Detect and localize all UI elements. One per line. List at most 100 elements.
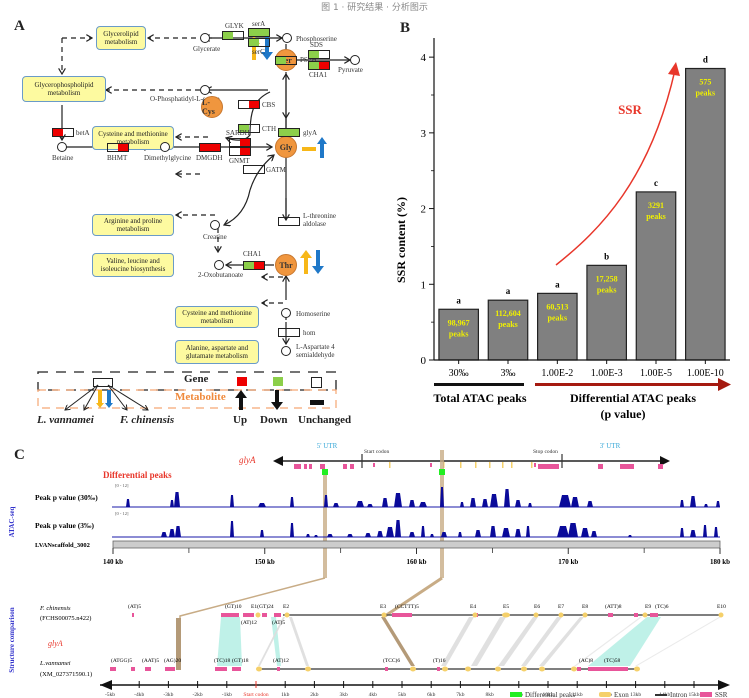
- lv-ssr: [215, 667, 227, 671]
- compound-node-aspartate-semialdehyde: [281, 346, 291, 356]
- legend-species-fc: F. chinensis: [120, 414, 175, 426]
- bar-peak-unit: peaks: [696, 89, 716, 98]
- fc-ssr: [274, 613, 281, 617]
- synteny-band: [588, 617, 661, 666]
- scaffold-axis-ticks: 140 kb 150 kb 160 kb 170 kb 180 kb: [103, 548, 730, 566]
- gene-cbs: [238, 100, 260, 109]
- significance-letter: a: [506, 286, 511, 296]
- bottom-tick-label: -4kb: [134, 692, 144, 698]
- y-tick-label: 2: [421, 204, 427, 216]
- bar-peak-unit: peaks: [646, 212, 666, 221]
- pathway-box-cysteine-methionine-2: Cysteine and methionine metabolism: [175, 306, 259, 328]
- bottom-tick-label: -2kb: [193, 692, 203, 698]
- x-tick-label: 30‰: [449, 368, 469, 379]
- total-group-label: Total ATAC peaks: [433, 391, 526, 405]
- lv-exon: [410, 666, 416, 672]
- gene-cha1-thr: [243, 261, 265, 270]
- lv-feature-label: (AG)20: [164, 657, 181, 664]
- x-tick-label: 1.00E-10: [687, 368, 724, 379]
- scaffold-tick-label: 140 kb: [103, 558, 123, 566]
- synteny-band: [539, 617, 584, 666]
- pathway-box-arginine-proline: Arginine and proline metabolism: [92, 214, 174, 236]
- gene-model: [273, 454, 670, 469]
- significance-letter: d: [703, 55, 708, 65]
- projection-2: [384, 576, 443, 618]
- fc-feature-label: E5: [503, 604, 509, 610]
- lv-exon: [634, 666, 640, 672]
- pathway-box-glycerophospholipid: Glycerophospholipid metabolism: [22, 76, 106, 102]
- ssr-bar-chart: SSR content (%) 0 1 2 3 4 a 98,967 peaks a 112,6…: [394, 38, 731, 421]
- lv-ssr: [588, 667, 628, 671]
- legend-swatch-intron: [655, 694, 667, 696]
- compound-node-creatine: [210, 220, 220, 230]
- gene-glya: [278, 128, 300, 137]
- legend-metabolite-label: Metabolite: [175, 391, 226, 403]
- lv-exon: [495, 666, 501, 672]
- fc-feature-label: (TC)6: [655, 603, 669, 610]
- y-tick-label: 1: [421, 279, 427, 291]
- fc-feature-label: (CCTTT)5: [395, 603, 419, 610]
- gene-sardh: [229, 138, 251, 147]
- legend-down-label: Down: [260, 414, 288, 426]
- bar-peak-count: 17,258: [596, 274, 618, 283]
- bottom-tick-label: 7kb: [456, 692, 465, 698]
- legend-down-arrow-icon: [271, 390, 283, 410]
- ssr-trend-arrowhead-icon: [668, 62, 680, 76]
- lv-feature-label: (TC)18: [214, 657, 230, 664]
- lv-ssr: [131, 667, 135, 671]
- fc-feature-label: E3: [380, 604, 386, 610]
- fc-id-label: (FCHS00075.n422): [40, 615, 91, 622]
- fc-ssr: [262, 613, 267, 617]
- significance-letter: a: [456, 295, 461, 305]
- gene-label-threonine-aldolase: L-threonine aldolase: [303, 212, 337, 229]
- x-tick-label: 3‰: [501, 368, 516, 379]
- metabolite-l-cys: L-Cys: [201, 96, 223, 118]
- bar: [586, 264, 628, 361]
- lv-feature-label: (AC)8: [579, 657, 593, 664]
- lv-exon: [305, 666, 311, 672]
- bar-peak-count: 60,513: [546, 302, 568, 311]
- legend-swatch-exon: [599, 692, 611, 697]
- gene-name-label: glyA: [239, 455, 256, 465]
- bottom-tick-label: 13kb: [630, 692, 641, 698]
- compound-node-phosphoserine: [282, 33, 292, 43]
- compound-label-betaine: Betaine: [52, 154, 74, 162]
- differential-peaks-label: Differential peaks: [103, 470, 172, 480]
- gene-psph: [275, 56, 297, 65]
- scaffold-tick-label: 180 kb: [710, 558, 730, 566]
- bottom-tick-label: 2kb: [310, 692, 319, 698]
- fc-exon: [533, 612, 539, 618]
- metabolite-arrows: [248, 36, 327, 274]
- bar-peak-unit: peaks: [449, 329, 469, 338]
- legend-gene-label: Gene: [184, 373, 209, 385]
- gene-label-bhmt: BHMT: [107, 154, 128, 162]
- fc-feature-label: E6: [534, 604, 540, 610]
- figure-caption: 图 1 · 研究结果 · 分析图示: [321, 3, 428, 13]
- bar: [537, 292, 578, 361]
- gene-label-beta: betA: [76, 129, 90, 137]
- bottom-tick-label: 10kb: [543, 692, 554, 698]
- fc-exon: [642, 612, 648, 618]
- compound-node-homoserine: [281, 308, 291, 318]
- legend-gene-split-box: [93, 378, 113, 387]
- compound-label-aspartate-semialdehyde: L-Aspartate 4 semialdehyde: [296, 343, 335, 360]
- bar-peak-unit: peaks: [548, 313, 568, 322]
- metabolite-thr: Thr: [275, 254, 297, 276]
- thr-fc-down-arrow-icon: [312, 250, 324, 274]
- legend-label: SSR: [715, 691, 728, 698]
- synteny-band: [441, 617, 474, 666]
- differential-peak-marker-2: [439, 469, 445, 475]
- structure-comparison-tracks: (AT)5 (GT)10 E1(GT)24 E2 (AT)12 (AT)5 E3 (CCTTT…: [110, 603, 726, 672]
- track1-range: [0 - 12]: [115, 483, 129, 488]
- significance-letter: b: [604, 251, 609, 261]
- differential-peak-marker-1: [322, 469, 328, 475]
- legend-up-arrow-icon: [235, 390, 247, 410]
- gene-serc: [248, 38, 270, 47]
- projection-band-lv: [176, 618, 181, 670]
- fc-feature-label: (AT)5: [128, 603, 141, 610]
- compound-node-2-oxobutanoate: [214, 260, 224, 270]
- bottom-tick-label: 1kb: [281, 692, 290, 698]
- lv-feature-label: (AT)12: [273, 657, 289, 664]
- atac-track-30-permille: [112, 487, 720, 507]
- lv-exon: [521, 666, 527, 672]
